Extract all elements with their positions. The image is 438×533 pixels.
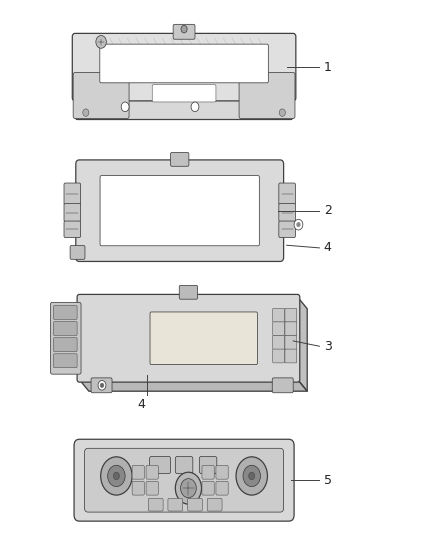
Circle shape bbox=[279, 109, 286, 116]
Circle shape bbox=[121, 102, 129, 111]
Text: 4: 4 bbox=[138, 398, 145, 411]
FancyBboxPatch shape bbox=[175, 456, 193, 473]
FancyBboxPatch shape bbox=[77, 294, 300, 382]
FancyBboxPatch shape bbox=[179, 285, 198, 299]
FancyBboxPatch shape bbox=[273, 349, 285, 363]
FancyBboxPatch shape bbox=[152, 85, 216, 102]
FancyBboxPatch shape bbox=[273, 308, 285, 322]
Circle shape bbox=[113, 472, 120, 480]
Circle shape bbox=[98, 381, 106, 390]
FancyBboxPatch shape bbox=[64, 183, 81, 205]
FancyBboxPatch shape bbox=[72, 34, 296, 101]
FancyBboxPatch shape bbox=[74, 439, 294, 521]
FancyBboxPatch shape bbox=[173, 25, 195, 39]
FancyBboxPatch shape bbox=[100, 44, 268, 83]
Circle shape bbox=[96, 36, 106, 49]
FancyBboxPatch shape bbox=[146, 465, 158, 479]
Circle shape bbox=[175, 472, 201, 504]
FancyBboxPatch shape bbox=[239, 72, 295, 118]
FancyBboxPatch shape bbox=[53, 321, 77, 335]
FancyBboxPatch shape bbox=[202, 465, 214, 479]
FancyBboxPatch shape bbox=[91, 378, 112, 393]
FancyBboxPatch shape bbox=[64, 204, 81, 222]
FancyBboxPatch shape bbox=[273, 322, 285, 336]
Text: 5: 5 bbox=[324, 474, 332, 487]
Circle shape bbox=[101, 457, 132, 495]
Circle shape bbox=[83, 109, 89, 116]
Text: 2: 2 bbox=[324, 204, 332, 217]
FancyBboxPatch shape bbox=[70, 246, 85, 260]
FancyBboxPatch shape bbox=[53, 338, 77, 352]
Circle shape bbox=[236, 457, 268, 495]
Circle shape bbox=[243, 465, 261, 487]
FancyBboxPatch shape bbox=[132, 465, 145, 479]
Circle shape bbox=[294, 219, 303, 230]
FancyBboxPatch shape bbox=[168, 498, 183, 511]
Circle shape bbox=[108, 465, 125, 487]
Circle shape bbox=[100, 383, 104, 387]
FancyBboxPatch shape bbox=[53, 354, 77, 368]
FancyBboxPatch shape bbox=[285, 308, 297, 322]
FancyBboxPatch shape bbox=[272, 378, 293, 393]
Polygon shape bbox=[79, 379, 307, 391]
Circle shape bbox=[297, 222, 300, 227]
Text: 4: 4 bbox=[324, 241, 332, 254]
FancyBboxPatch shape bbox=[150, 456, 170, 473]
Text: 3: 3 bbox=[324, 340, 332, 353]
FancyBboxPatch shape bbox=[187, 498, 202, 511]
FancyBboxPatch shape bbox=[53, 305, 77, 319]
FancyBboxPatch shape bbox=[199, 456, 217, 473]
FancyBboxPatch shape bbox=[279, 221, 295, 238]
FancyBboxPatch shape bbox=[50, 302, 81, 374]
FancyBboxPatch shape bbox=[73, 72, 129, 118]
Polygon shape bbox=[297, 297, 307, 391]
Circle shape bbox=[180, 479, 196, 498]
FancyBboxPatch shape bbox=[85, 448, 284, 512]
FancyBboxPatch shape bbox=[150, 312, 258, 365]
FancyBboxPatch shape bbox=[146, 481, 158, 495]
FancyBboxPatch shape bbox=[279, 204, 295, 222]
FancyBboxPatch shape bbox=[170, 152, 189, 166]
FancyBboxPatch shape bbox=[285, 349, 297, 363]
FancyBboxPatch shape bbox=[273, 335, 285, 349]
FancyBboxPatch shape bbox=[279, 183, 295, 205]
FancyBboxPatch shape bbox=[202, 481, 214, 495]
FancyBboxPatch shape bbox=[148, 498, 163, 511]
Circle shape bbox=[191, 102, 199, 111]
FancyBboxPatch shape bbox=[285, 335, 297, 349]
Text: 1: 1 bbox=[324, 61, 332, 74]
FancyBboxPatch shape bbox=[132, 481, 145, 495]
FancyBboxPatch shape bbox=[207, 498, 222, 511]
FancyBboxPatch shape bbox=[216, 465, 228, 479]
FancyBboxPatch shape bbox=[216, 481, 228, 495]
FancyBboxPatch shape bbox=[64, 221, 81, 238]
FancyBboxPatch shape bbox=[76, 160, 284, 262]
FancyBboxPatch shape bbox=[100, 175, 259, 246]
Circle shape bbox=[249, 472, 255, 480]
Circle shape bbox=[181, 26, 187, 33]
FancyBboxPatch shape bbox=[285, 322, 297, 336]
FancyBboxPatch shape bbox=[76, 94, 292, 119]
